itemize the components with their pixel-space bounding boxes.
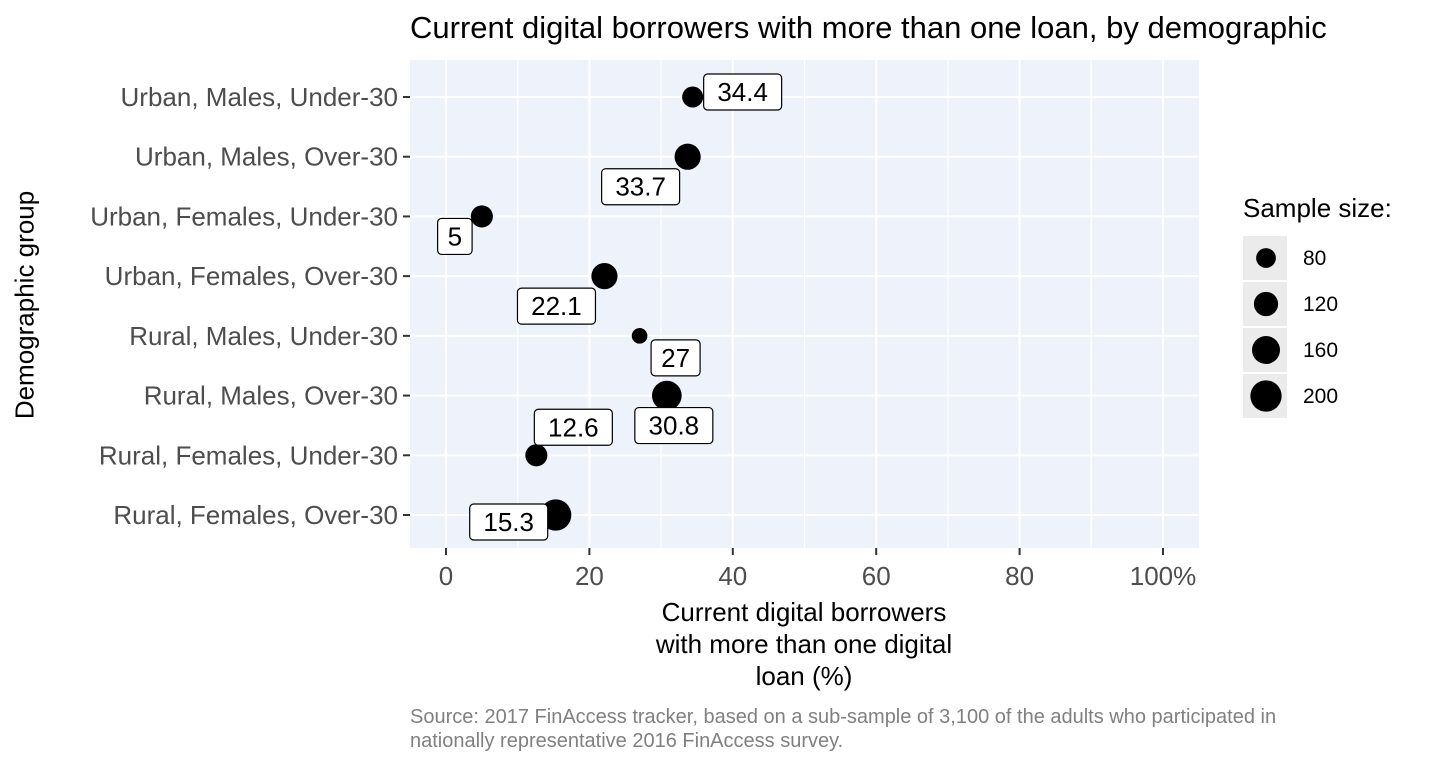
x-tick-label: 100% — [1130, 561, 1197, 591]
source-note: Source: 2017 FinAccess tracker, based on… — [410, 706, 1277, 752]
data-point — [470, 205, 493, 228]
data-label-box — [437, 217, 473, 256]
x-tick-label: 80 — [1005, 561, 1034, 591]
chart-title: Current digital borrowers with more than… — [410, 10, 1327, 45]
legend-point — [1256, 248, 1276, 268]
legend-label: 200 — [1303, 385, 1338, 408]
data-label-box — [533, 408, 613, 446]
y-tick-label: Urban, Males, Under-30 — [121, 82, 398, 112]
data-label: 15.3 — [483, 507, 534, 537]
data-label-box — [601, 168, 681, 206]
x-tick-label: 20 — [575, 561, 604, 591]
data-label-box — [703, 73, 783, 111]
x-axis-label: Current digital borrowers with more than… — [604, 596, 1004, 692]
y-axis-label: Demographic group — [9, 190, 40, 420]
x-tick-label: 40 — [718, 561, 747, 591]
y-tick-label: Rural, Females, Over-30 — [113, 500, 398, 530]
x-axis-label-line: loan (%) — [755, 661, 853, 691]
x-tick-label: 60 — [862, 561, 891, 591]
data-label-box — [516, 287, 597, 325]
data-point — [674, 143, 701, 170]
data-label: 12.6 — [548, 412, 599, 442]
data-point — [682, 86, 704, 108]
data-point — [525, 444, 548, 467]
legend-point — [1253, 291, 1279, 317]
legend-title: Sample size: — [1243, 193, 1392, 223]
legend-point — [1250, 380, 1282, 412]
legend-point — [1252, 336, 1280, 364]
x-axis-label-line: with more than one digital — [655, 629, 953, 659]
y-tick-label: Urban, Females, Over-30 — [105, 261, 398, 291]
data-label: 5 — [448, 221, 462, 251]
x-tick-label: 0 — [439, 561, 453, 591]
x-axis-label-line: Current digital borrowers — [661, 597, 947, 627]
data-label-box — [650, 339, 701, 377]
y-tick-label: Urban, Females, Under-30 — [90, 201, 398, 231]
y-tick-label: Rural, Males, Over-30 — [144, 381, 398, 411]
data-point — [631, 328, 648, 344]
data-label: 27 — [661, 343, 690, 373]
legend-label: 80 — [1303, 247, 1326, 270]
y-tick-label: Urban, Males, Over-30 — [135, 142, 398, 172]
legend-label: 160 — [1303, 339, 1338, 362]
data-label-box — [469, 503, 549, 541]
y-tick-label: Rural, Females, Under-30 — [99, 440, 398, 470]
data-point — [651, 380, 682, 411]
data-label: 30.8 — [649, 411, 700, 441]
legend-label: 120 — [1303, 293, 1338, 316]
data-label-box — [634, 406, 714, 445]
y-tick-label: Rural, Males, Under-30 — [129, 321, 398, 351]
data-label: 33.7 — [615, 172, 666, 202]
data-label: 22.1 — [531, 291, 582, 321]
data-point — [591, 263, 618, 290]
data-label: 34.4 — [717, 77, 768, 107]
